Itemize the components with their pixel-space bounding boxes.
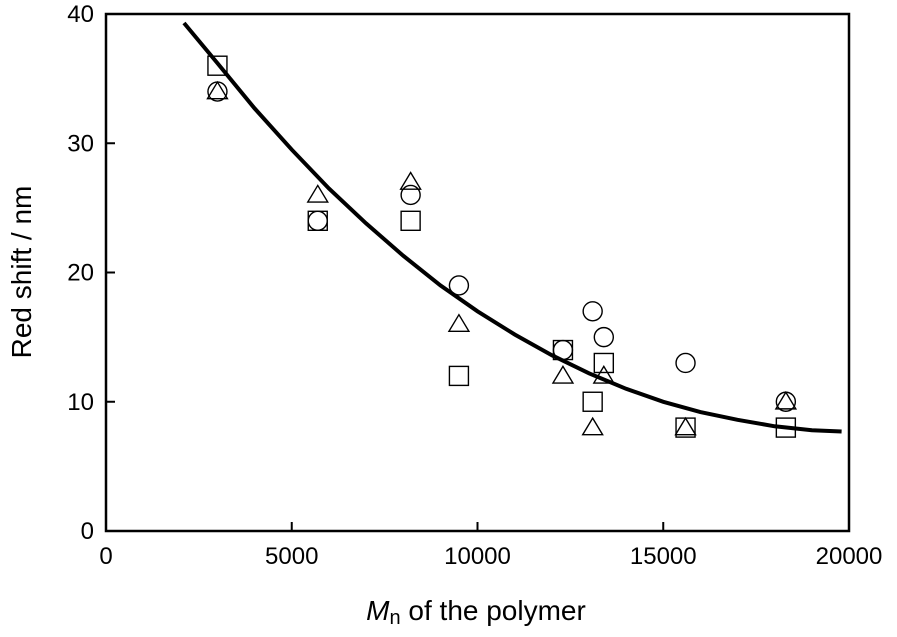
y-tick-label: 30: [67, 130, 94, 157]
y-tick-label: 40: [67, 1, 94, 28]
circle-marker: [448, 275, 470, 296]
y-tick-label: 0: [81, 518, 94, 545]
triangle-marker: [592, 365, 616, 384]
square-marker: [775, 417, 797, 438]
triangle-marker: [399, 171, 422, 190]
triangle-marker: [306, 184, 329, 203]
triangle-marker: [206, 80, 229, 100]
circle-marker: [552, 339, 574, 361]
x-tick-label: 15000: [630, 543, 697, 570]
square-marker: [593, 352, 615, 374]
circle-marker: [400, 184, 421, 206]
square-marker: [448, 365, 470, 387]
y-tick-label: 20: [67, 260, 94, 287]
x-axis-label-variable: M: [366, 595, 390, 626]
circle-marker: [582, 301, 603, 322]
x-tick-label: 10000: [444, 543, 511, 570]
square-marker: [582, 391, 603, 412]
x-axis-label: Mn of the polymer: [366, 595, 586, 629]
x-tick-label: 0: [99, 543, 112, 570]
triangle-marker: [551, 365, 575, 384]
square-marker: [207, 55, 228, 76]
fit-curve: [182, 21, 842, 434]
y-tick-label: 10: [67, 389, 94, 416]
points-layer: [206, 55, 798, 438]
x-axis-label-rest: of the polymer: [401, 595, 586, 626]
fit-curve-layer: [182, 21, 842, 434]
y-axis-label: Red shift / nm: [6, 186, 37, 359]
triangle-marker: [581, 416, 604, 436]
circle-marker: [675, 352, 696, 374]
plot-frame: [104, 12, 851, 533]
triangle-marker: [447, 313, 471, 333]
square-marker: [400, 210, 421, 232]
circle-marker: [593, 326, 615, 348]
triangle-marker: [674, 416, 697, 436]
x-axis-label-subscript: n: [390, 607, 401, 629]
circle-marker: [307, 210, 328, 232]
x-tick-label: 20000: [816, 543, 883, 570]
ticks-layer: 0 5000 10000 15000 20000 0 10 20 30 40: [67, 1, 882, 570]
x-tick-label: 5000: [265, 543, 318, 570]
triangle-marker: [774, 390, 798, 410]
